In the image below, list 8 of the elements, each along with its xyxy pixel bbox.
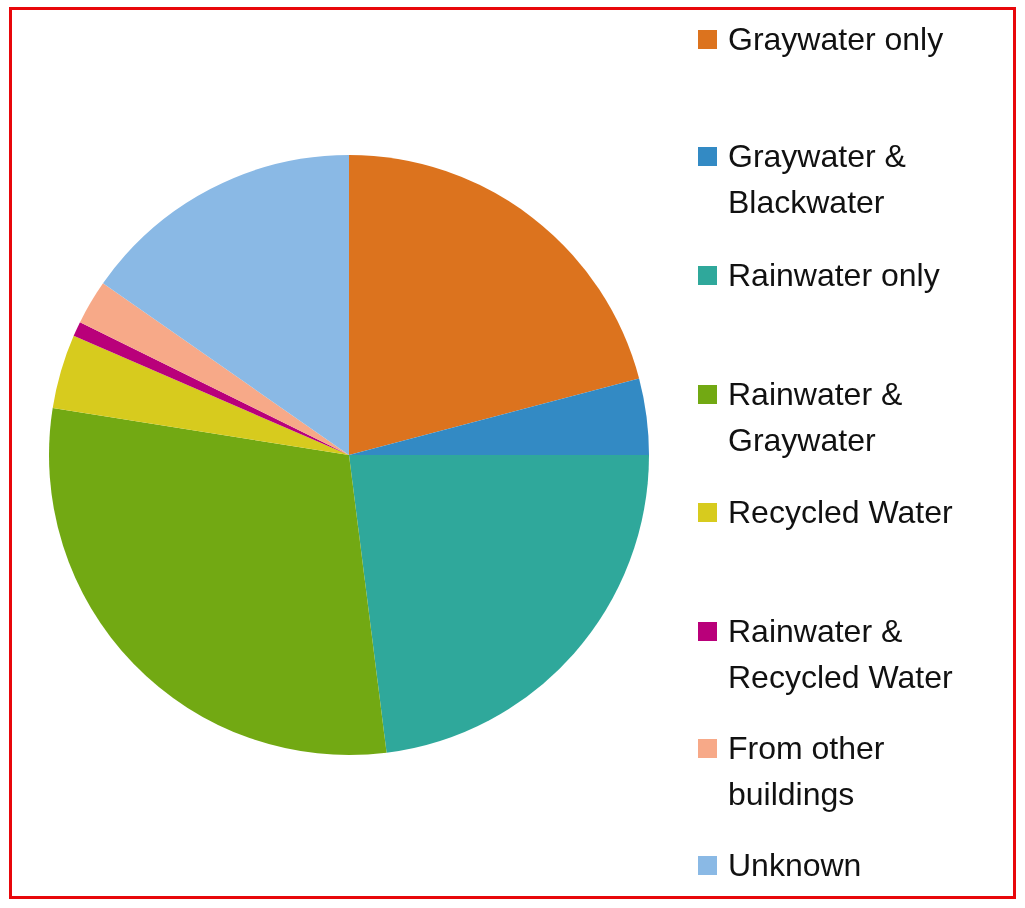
legend-label: Rainwater only: [728, 256, 941, 295]
legend-label: Rainwater & Recycled Water: [728, 612, 954, 697]
legend-label: Graywater & Blackwater: [728, 137, 907, 222]
legend-label: Unknown: [728, 846, 863, 885]
legend-label: Rainwater & Graywater: [728, 375, 904, 460]
legend-label: From other buildings: [728, 729, 886, 814]
legend-label: Graywater only: [728, 20, 945, 59]
legend-label: Recycled Water: [728, 493, 954, 532]
